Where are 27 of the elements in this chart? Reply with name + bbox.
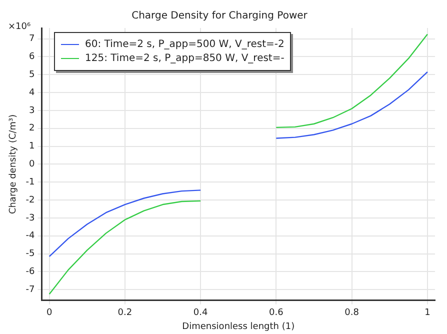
y-tick-label: 6: [29, 52, 36, 62]
y-tick-label: 2: [29, 124, 35, 134]
y-tick-label: -3: [26, 213, 35, 224]
y-tick-label: -6: [26, 267, 36, 278]
legend-label: 125: Time=2 s, P_app=850 W, V_rest=-: [85, 53, 284, 64]
y-tick-label: 4: [29, 88, 36, 98]
text: ×10⁶: [8, 22, 31, 32]
y-tick-label: -5: [26, 249, 35, 260]
chart-title: Charge Density for Charging Power: [132, 10, 308, 22]
y-tick-label: 1: [29, 142, 35, 152]
y-tick-label: 3: [29, 106, 35, 116]
y-tick-label: 5: [29, 70, 35, 80]
y-axis-title: Charge density (C/m³): [8, 114, 19, 214]
y-tick-label: -4: [26, 231, 36, 242]
x-axis-title: Dimensionless length (1): [182, 322, 295, 332]
y-tick-label: -2: [26, 195, 35, 206]
x-tick-label: 0.2: [118, 308, 132, 318]
x-tick-label: 0.6: [269, 308, 284, 318]
legend-label: 60: Time=2 s, P_app=500 W, V_rest=-2: [85, 39, 284, 50]
x-tick-label: 0.8: [344, 308, 360, 318]
x-tick-label: 1: [424, 308, 430, 318]
x-tick-label: 0.4: [193, 308, 208, 318]
y-tick-label: 7: [29, 34, 35, 44]
y-tick-label: -1: [26, 177, 35, 188]
x-tick-label: 0: [46, 308, 52, 318]
y-tick-label: -7: [26, 284, 35, 295]
y-tick-label: 0: [29, 160, 36, 170]
